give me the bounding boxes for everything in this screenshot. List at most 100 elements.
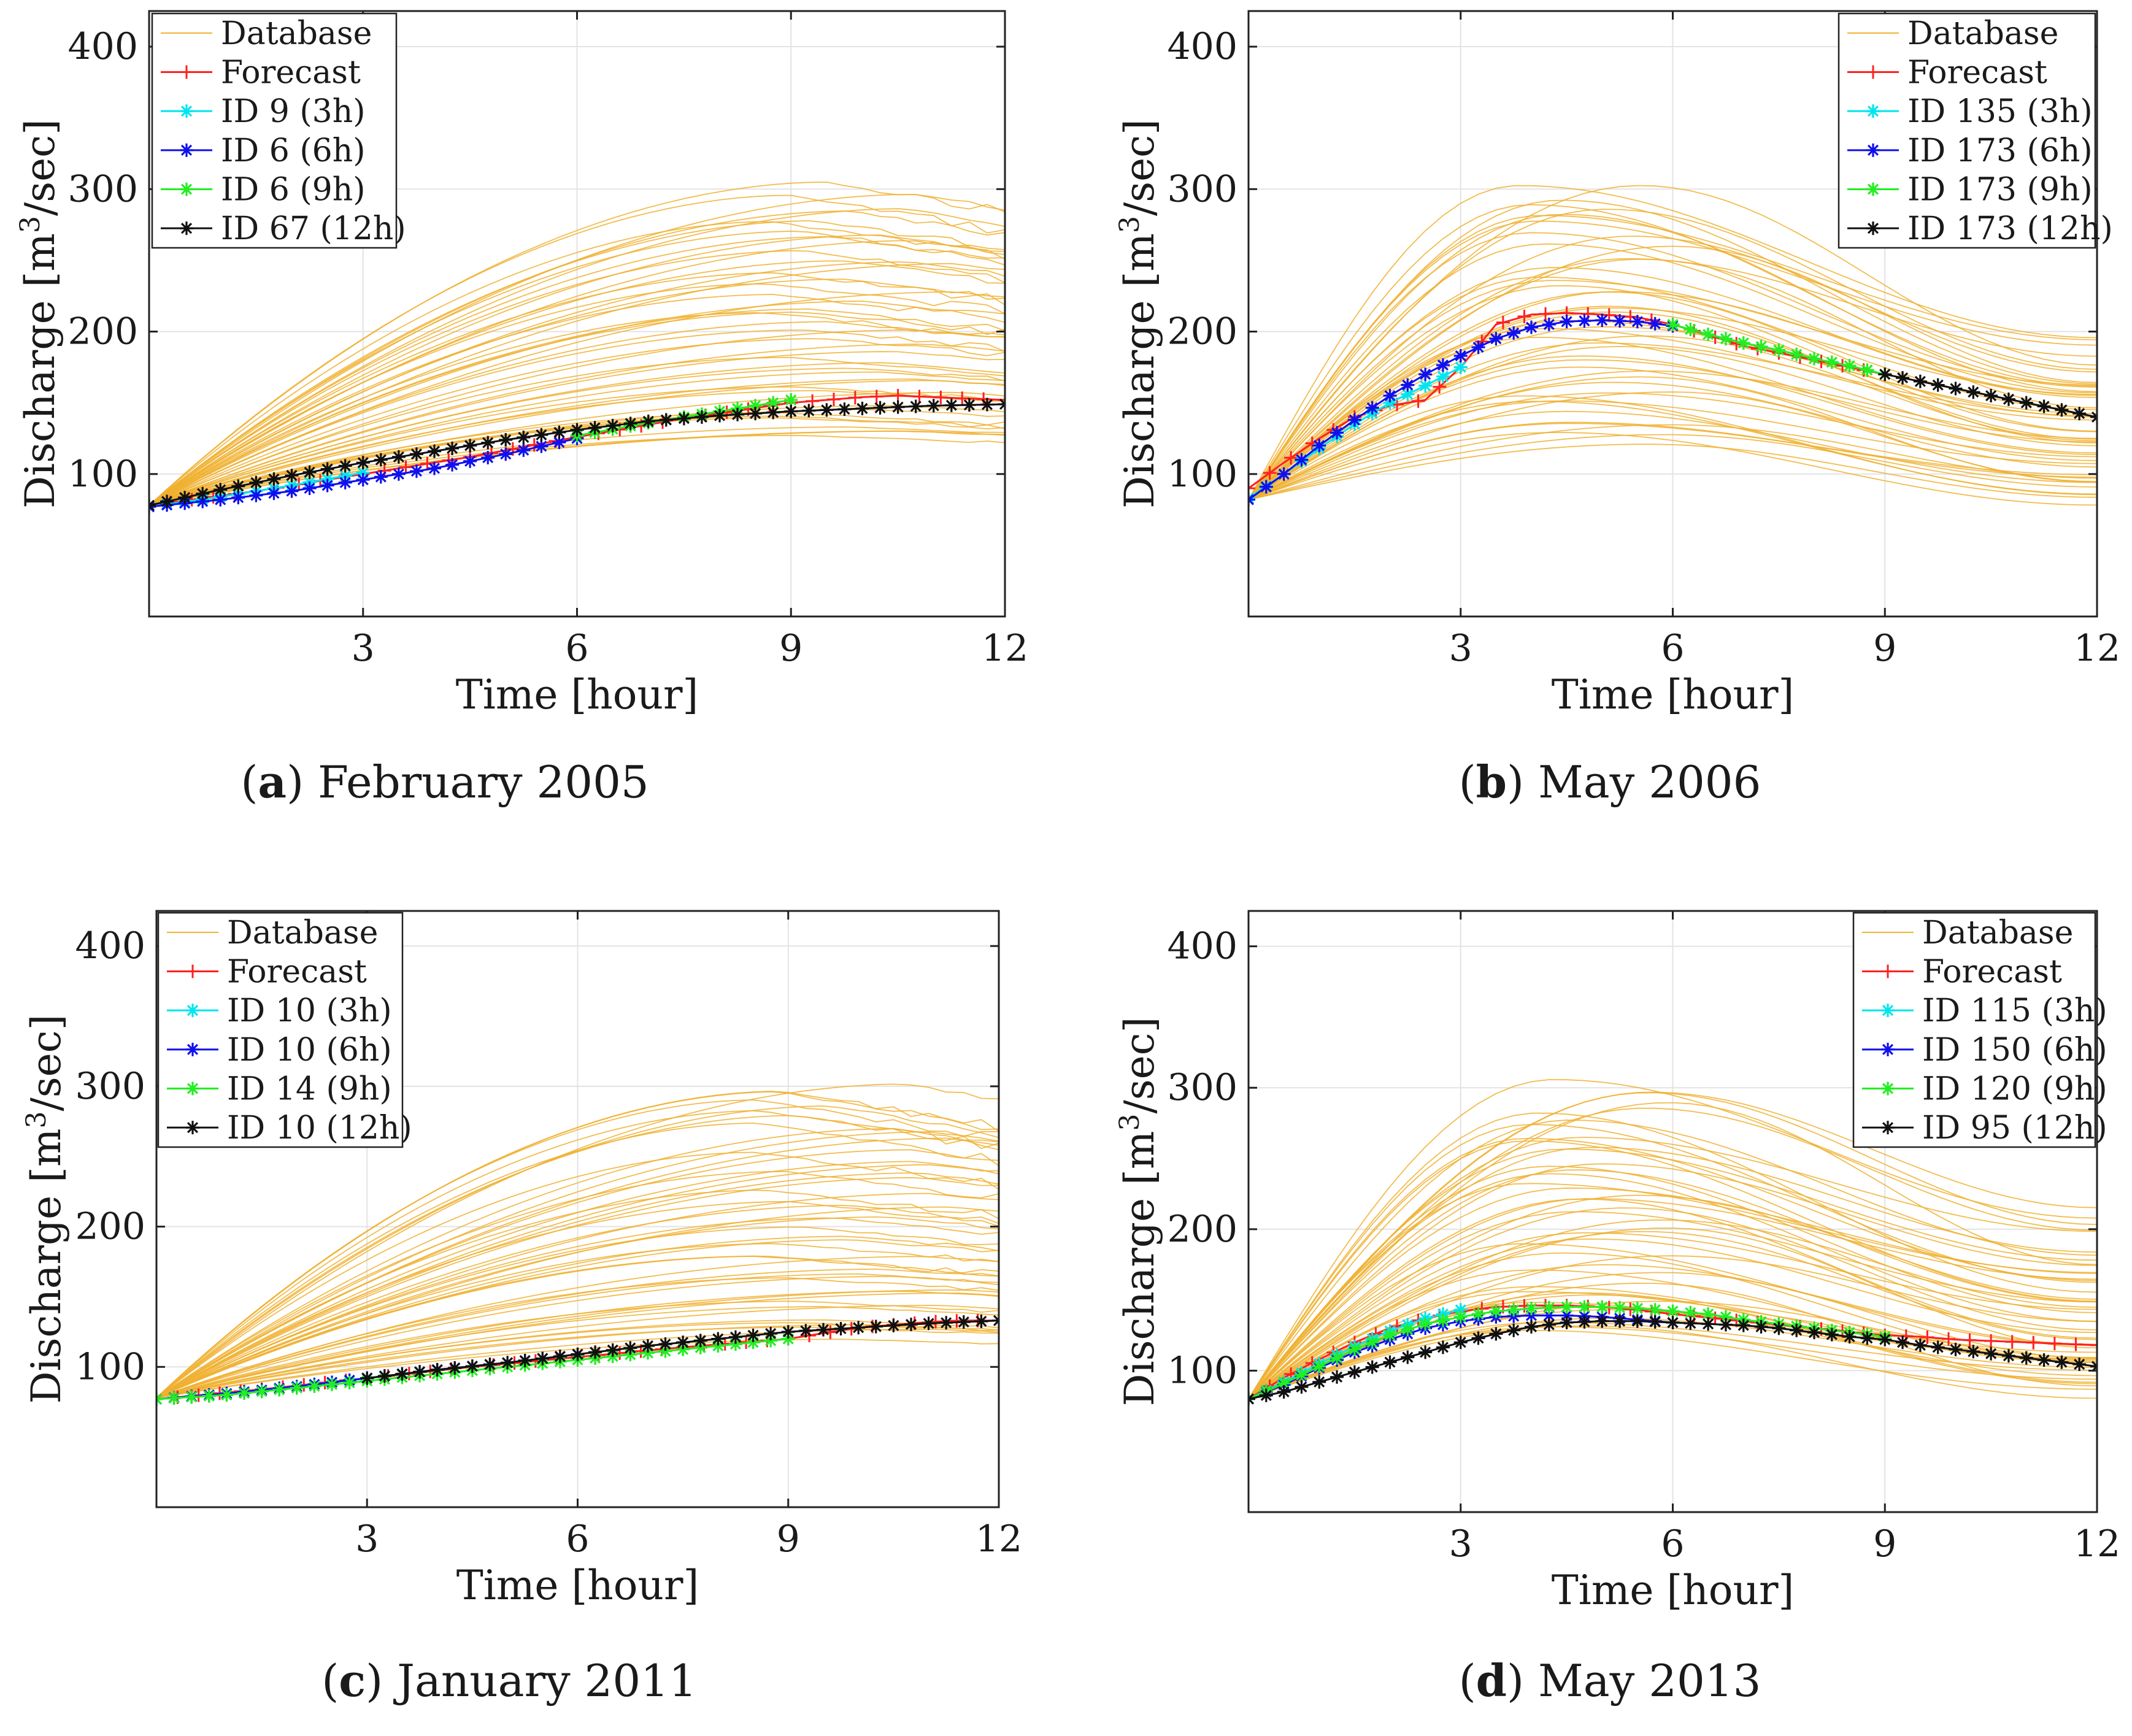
data-point-marker bbox=[1383, 1328, 1397, 1342]
data-point-marker bbox=[1630, 1314, 1644, 1328]
data-point-marker bbox=[764, 1334, 778, 1348]
legend-label: ID 173 (9h) bbox=[1907, 172, 2093, 209]
data-point-marker bbox=[231, 491, 245, 505]
panel-caption: (a) February 2005 bbox=[241, 756, 648, 808]
data-point-marker bbox=[1878, 1332, 1892, 1346]
database-curves bbox=[156, 1083, 999, 1399]
database-curve bbox=[149, 308, 1005, 506]
data-point-marker bbox=[827, 393, 841, 407]
series-group bbox=[156, 1313, 999, 1406]
x-tick-label: 6 bbox=[566, 1518, 589, 1561]
data-point-marker bbox=[749, 399, 763, 413]
legend-box bbox=[157, 912, 404, 1148]
data-point-marker bbox=[231, 479, 245, 493]
data-point-marker bbox=[1984, 389, 1998, 403]
x-axis-label: Time [hour] bbox=[456, 671, 699, 718]
data-point-marker bbox=[1718, 1318, 1733, 1332]
data-point-marker bbox=[214, 493, 228, 507]
data-point-marker bbox=[499, 433, 513, 447]
data-point-marker bbox=[342, 1376, 356, 1390]
database-curve bbox=[1249, 400, 2097, 501]
data-point-marker bbox=[1436, 369, 1450, 383]
legend-label: ID 6 (6h) bbox=[221, 133, 366, 169]
legend-label: ID 67 (12h) bbox=[221, 210, 406, 247]
series-id-95-12h bbox=[1249, 1314, 2097, 1406]
data-point-marker bbox=[356, 473, 370, 487]
database-curve bbox=[156, 1131, 999, 1399]
data-point-marker bbox=[1613, 1300, 1627, 1315]
data-point-marker bbox=[1913, 1338, 1927, 1352]
database-curve bbox=[149, 390, 1005, 506]
y-tick-label: 300 bbox=[67, 167, 138, 210]
data-point-marker bbox=[2019, 396, 2033, 410]
data-point-marker bbox=[536, 1351, 550, 1365]
legend-item: ID 9 (3h) bbox=[161, 93, 366, 130]
data-point-marker bbox=[1542, 1308, 1556, 1323]
data-point-marker bbox=[1754, 339, 1768, 353]
data-point-marker bbox=[395, 1367, 409, 1381]
data-point-marker bbox=[746, 1335, 760, 1350]
database-curve bbox=[1249, 424, 2097, 501]
data-point-marker bbox=[2072, 407, 2087, 421]
data-point-marker bbox=[1595, 1300, 1609, 1314]
data-point-marker bbox=[1666, 317, 1680, 331]
database-curve bbox=[1249, 1211, 2097, 1400]
database-curve bbox=[149, 260, 1005, 506]
data-point-marker bbox=[711, 1332, 725, 1346]
data-point-marker bbox=[428, 444, 441, 458]
x-tick-label: 12 bbox=[976, 1518, 1022, 1561]
data-point-marker bbox=[1736, 336, 1750, 350]
data-point-marker bbox=[1525, 1308, 1538, 1323]
database-curve bbox=[1249, 1232, 2097, 1400]
database-curve bbox=[1249, 432, 2097, 506]
data-point-marker bbox=[641, 1346, 655, 1360]
data-point-marker bbox=[1701, 328, 1715, 342]
legend-item: ID 173 (6h) bbox=[1847, 133, 2093, 169]
data-point-marker bbox=[1517, 309, 1531, 323]
data-point-marker bbox=[1577, 1300, 1591, 1314]
data-point-marker bbox=[1295, 1380, 1309, 1394]
data-point-marker bbox=[178, 491, 192, 505]
data-point-marker bbox=[1453, 360, 1468, 374]
data-point-marker bbox=[1896, 1335, 1910, 1350]
data-point-marker bbox=[2037, 1353, 2051, 1367]
y-axis-label: Discharge [m3/sec] bbox=[1114, 1017, 1163, 1407]
x-tick-label: 3 bbox=[355, 1518, 379, 1561]
data-point-marker bbox=[1489, 1327, 1503, 1341]
legend-marker bbox=[186, 964, 199, 978]
database-curve bbox=[149, 367, 1005, 506]
data-point-marker bbox=[571, 1347, 585, 1361]
data-point-marker bbox=[374, 470, 388, 484]
data-point-marker bbox=[1807, 1326, 1821, 1340]
data-point-marker bbox=[766, 405, 780, 420]
database-curve bbox=[149, 194, 1005, 506]
legend-label: Database bbox=[1922, 915, 2073, 951]
legend-item: ID 173 (12h) bbox=[1847, 210, 2113, 247]
legend-label: ID 10 (6h) bbox=[227, 1032, 392, 1069]
data-point-marker bbox=[676, 1335, 690, 1350]
legend-item: ID 173 (9h) bbox=[1847, 172, 2093, 209]
data-point-marker bbox=[1496, 315, 1510, 329]
data-point-marker bbox=[1277, 1377, 1291, 1391]
database-curve bbox=[156, 1292, 999, 1399]
database-curve bbox=[1249, 245, 2097, 501]
data-point-marker bbox=[249, 488, 263, 502]
data-point-marker bbox=[1453, 1303, 1468, 1317]
data-point-marker bbox=[307, 1379, 321, 1393]
y-tick-label: 100 bbox=[75, 1345, 145, 1388]
legend-label: Database bbox=[221, 15, 372, 52]
database-curve bbox=[156, 1127, 999, 1399]
data-point-marker bbox=[1312, 1375, 1326, 1389]
database-curve bbox=[149, 208, 1005, 506]
y-tick-label: 100 bbox=[67, 453, 138, 496]
data-point-marker bbox=[1701, 1317, 1715, 1331]
data-point-marker bbox=[1539, 307, 1553, 321]
database-curve bbox=[149, 338, 1005, 506]
legend-item: ID 120 (9h) bbox=[1862, 1071, 2107, 1108]
data-point-marker bbox=[1577, 314, 1591, 328]
data-point-marker bbox=[1684, 323, 1698, 337]
data-point-marker bbox=[1312, 439, 1326, 453]
legend-marker bbox=[180, 182, 193, 196]
database-curve bbox=[1249, 1091, 2097, 1400]
